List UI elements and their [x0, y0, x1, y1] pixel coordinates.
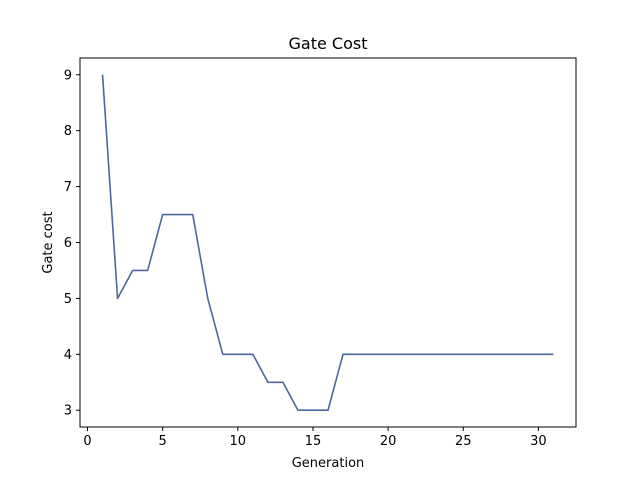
y-tick-label: 4	[64, 348, 72, 363]
y-tick-label: 5	[64, 292, 72, 307]
x-tick-label: 25	[455, 434, 472, 449]
x-tick-label: 10	[230, 434, 247, 449]
y-tick-label: 7	[64, 180, 72, 195]
x-tick-label: 5	[159, 434, 167, 449]
y-axis-label: Gate cost	[41, 211, 56, 273]
y-tick-label: 8	[64, 124, 72, 139]
x-tick-label: 15	[305, 434, 322, 449]
x-axis-ticks: 0 5 10 15 20 25 30	[83, 427, 547, 449]
plot-area	[101, 74, 554, 412]
y-tick-label: 9	[64, 68, 72, 83]
x-axis-label: Generation	[292, 456, 365, 471]
x-tick-label: 0	[83, 434, 91, 449]
x-tick-label: 30	[530, 434, 547, 449]
y-axis-ticks: 3 4 5 6 7 8 9	[64, 68, 80, 419]
y-tick-label: 3	[64, 404, 72, 419]
y-tick-label: 6	[64, 236, 72, 251]
x-tick-label: 20	[380, 434, 397, 449]
chart-title: Gate Cost	[289, 34, 368, 53]
series-line	[101, 74, 554, 412]
